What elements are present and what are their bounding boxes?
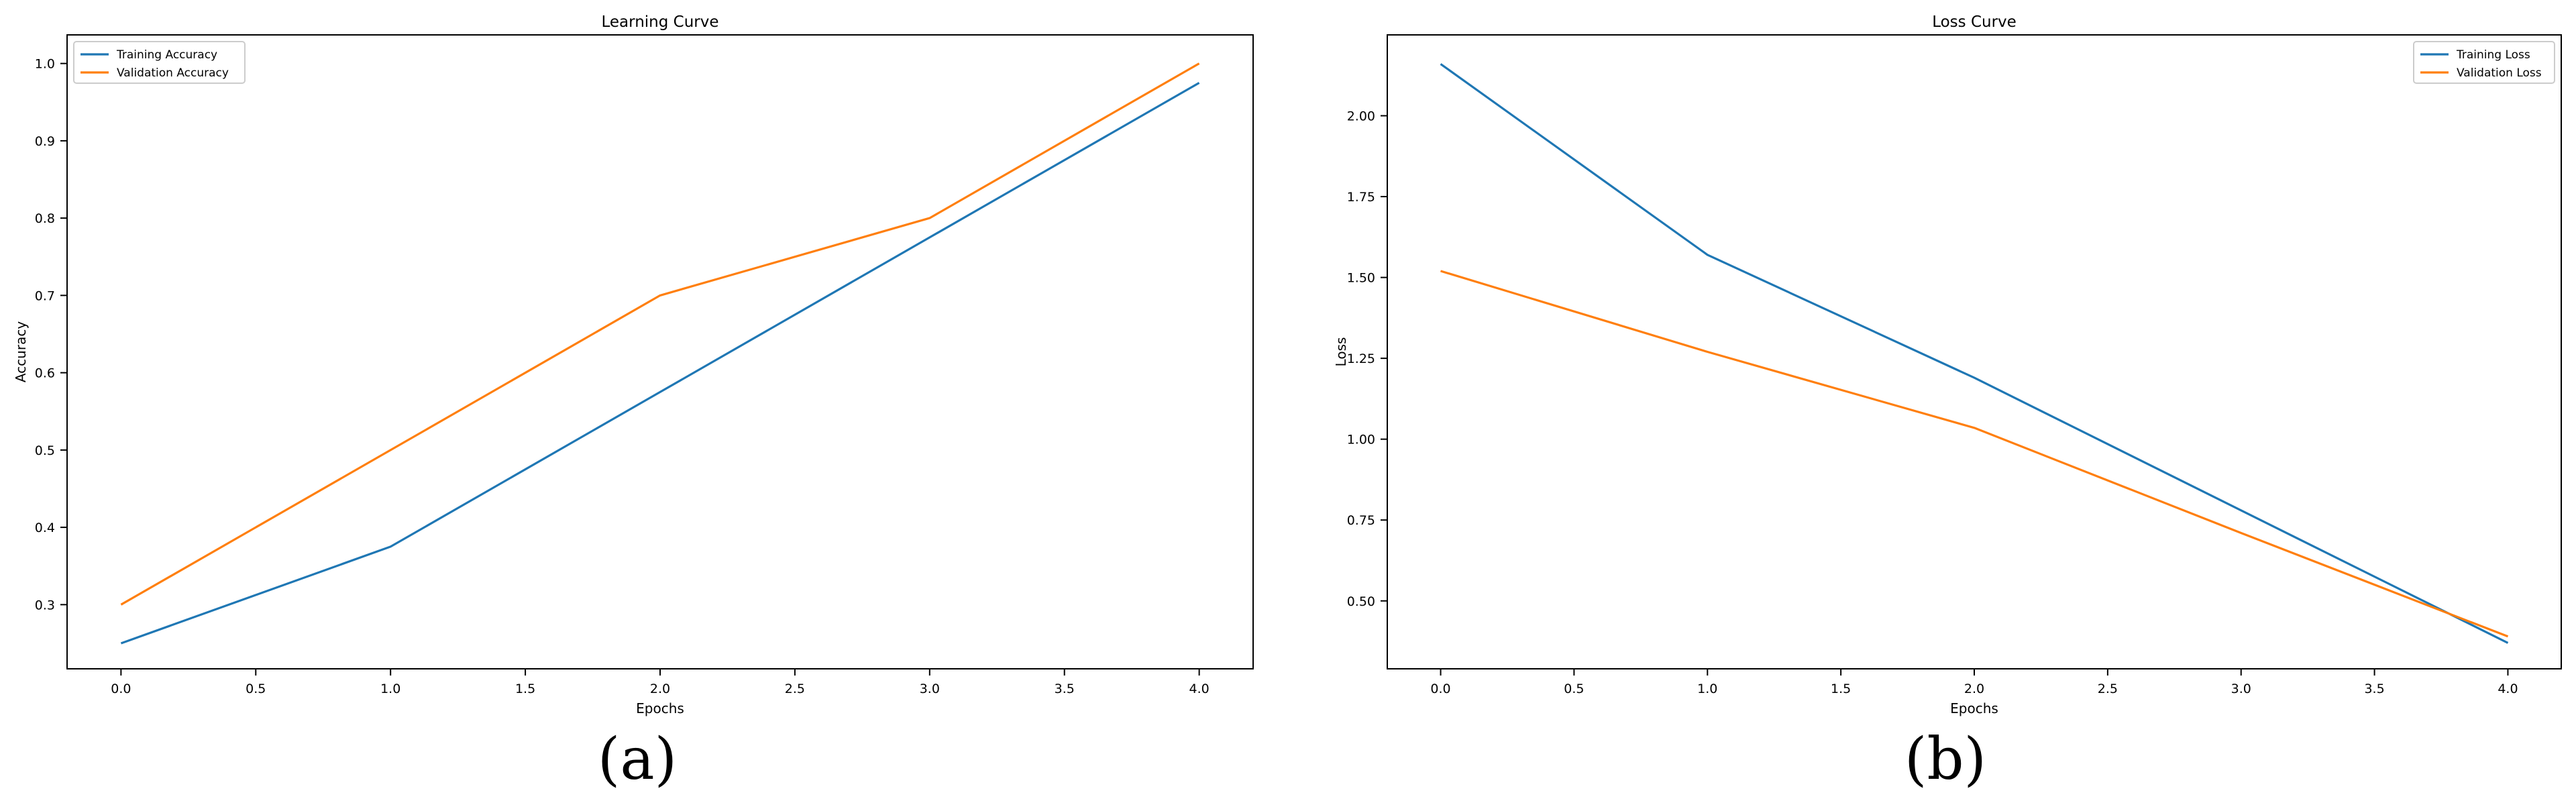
series-line-validation-loss bbox=[1440, 270, 2509, 638]
y-tick-label: 1.25 bbox=[1347, 352, 1375, 366]
x-tick-label: 0.0 bbox=[1430, 682, 1450, 696]
chart-title: Learning Curve bbox=[601, 13, 718, 31]
y-axis-label: Loss bbox=[1333, 337, 1349, 367]
panel-label-b: (b) bbox=[1904, 726, 1987, 793]
x-tick-label: 0.5 bbox=[246, 682, 266, 696]
y-tick-label: 1.50 bbox=[1347, 271, 1375, 286]
x-tick-label: 1.5 bbox=[1831, 682, 1851, 696]
y-tick-label: 2.00 bbox=[1347, 109, 1375, 124]
x-tick-label: 2.5 bbox=[785, 682, 805, 696]
x-tick-label: 0.0 bbox=[111, 682, 131, 696]
x-tick-label: 2.0 bbox=[1964, 682, 1984, 696]
panel-label-a: (a) bbox=[597, 726, 678, 793]
legend: Training Accuracy Validation Accuracy bbox=[73, 41, 246, 84]
plot-frame bbox=[1387, 34, 2562, 669]
legend-entry-label: Validation Loss bbox=[2457, 66, 2542, 80]
legend-entry-label: Training Accuracy bbox=[116, 48, 217, 62]
y-tick-label: 0.6 bbox=[35, 366, 55, 381]
x-tick-label: 0.5 bbox=[1564, 682, 1584, 696]
chart-learning-curve: 0.0 0.5 1.0 1.5 2.0 2.5 3.0 3.5 4.0 0.3 0.4 0.5 0.6 0… bbox=[13, 13, 1254, 716]
x-tick-label: 4.0 bbox=[2498, 682, 2518, 696]
x-tick-label: 3.5 bbox=[1055, 682, 1075, 696]
legend-entry-label: Training Loss bbox=[2456, 48, 2530, 62]
series-line-validation-accuracy bbox=[120, 62, 1200, 606]
x-tick-label: 1.0 bbox=[380, 682, 400, 696]
x-tick-label: 2.5 bbox=[2098, 682, 2118, 696]
legend-box bbox=[73, 41, 246, 84]
x-tick-label: 4.0 bbox=[1189, 682, 1210, 696]
x-tick-label: 2.0 bbox=[650, 682, 670, 696]
y-tick-label: 1.75 bbox=[1347, 190, 1375, 205]
y-tick-label: 1.0 bbox=[35, 57, 55, 72]
x-axis-label: Epochs bbox=[1950, 700, 1998, 716]
y-tick-label: 0.7 bbox=[35, 288, 55, 303]
legend: Training Loss Validation Loss bbox=[2413, 41, 2555, 84]
y-tick-label: 0.75 bbox=[1347, 513, 1375, 528]
y-tick-label: 0.9 bbox=[35, 134, 55, 149]
chart-loss-curve: 0.0 0.5 1.0 1.5 2.0 2.5 3.0 3.5 4.0 0.50 0.75 1.00 1… bbox=[1333, 13, 2562, 716]
x-tick-label: 3.5 bbox=[2364, 682, 2384, 696]
x-tick-label: 1.0 bbox=[1697, 682, 1717, 696]
series-line-training-loss bbox=[1440, 63, 2509, 644]
legend-box bbox=[2413, 41, 2555, 84]
y-tick-label: 0.8 bbox=[35, 211, 55, 226]
plot-frame bbox=[66, 34, 1254, 669]
y-tick-label: 0.5 bbox=[35, 443, 55, 458]
y-axis-label: Accuracy bbox=[13, 321, 29, 382]
y-tick-label: 0.3 bbox=[35, 598, 55, 612]
y-tick-label: 1.00 bbox=[1347, 433, 1375, 447]
x-tick-label: 1.5 bbox=[515, 682, 535, 696]
series-line-training-accuracy bbox=[120, 82, 1200, 645]
x-tick-label: 3.0 bbox=[920, 682, 940, 696]
y-tick-label: 0.4 bbox=[35, 521, 55, 535]
x-tick-label: 3.0 bbox=[2231, 682, 2251, 696]
chart-title: Loss Curve bbox=[1932, 13, 2017, 31]
legend-entry-label: Validation Accuracy bbox=[117, 66, 229, 80]
x-axis-label: Epochs bbox=[636, 700, 684, 716]
y-tick-label: 0.50 bbox=[1347, 594, 1375, 609]
